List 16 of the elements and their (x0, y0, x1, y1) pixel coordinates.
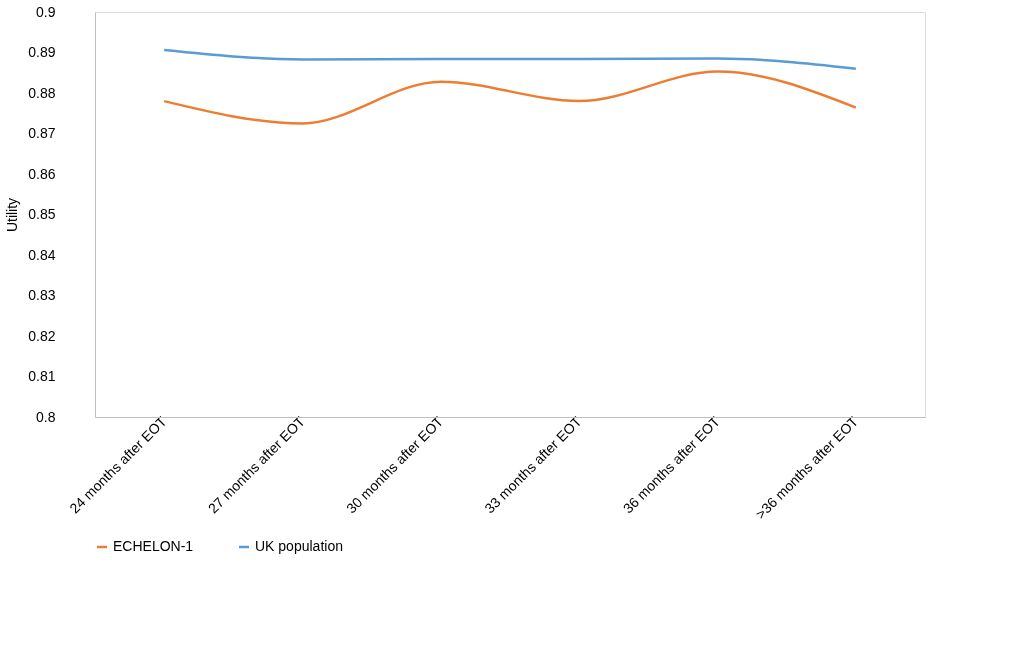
legend-label: UK population (255, 538, 343, 554)
y-tick-label: 0.83 (28, 287, 56, 303)
y-tick-label: 0.9 (36, 3, 56, 20)
line-series (162, 70, 858, 125)
y-tick-label: 0.81 (28, 368, 56, 384)
line-series (162, 48, 858, 70)
legend-label: ECHELON-1 (113, 538, 194, 554)
y-tick-label: 0.87 (28, 125, 56, 141)
y-tick-label: 0.84 (28, 246, 56, 263)
y-tick-label: 0.85 (28, 206, 56, 222)
y-tick-label: 0.8 (36, 408, 56, 425)
y-tick-label: 0.86 (28, 165, 56, 182)
y-tick-label: 0.82 (28, 327, 56, 344)
y-axis-title: Utility (4, 197, 21, 233)
y-tick-label: 0.89 (28, 44, 56, 60)
y-tick-label: 0.88 (28, 84, 56, 101)
